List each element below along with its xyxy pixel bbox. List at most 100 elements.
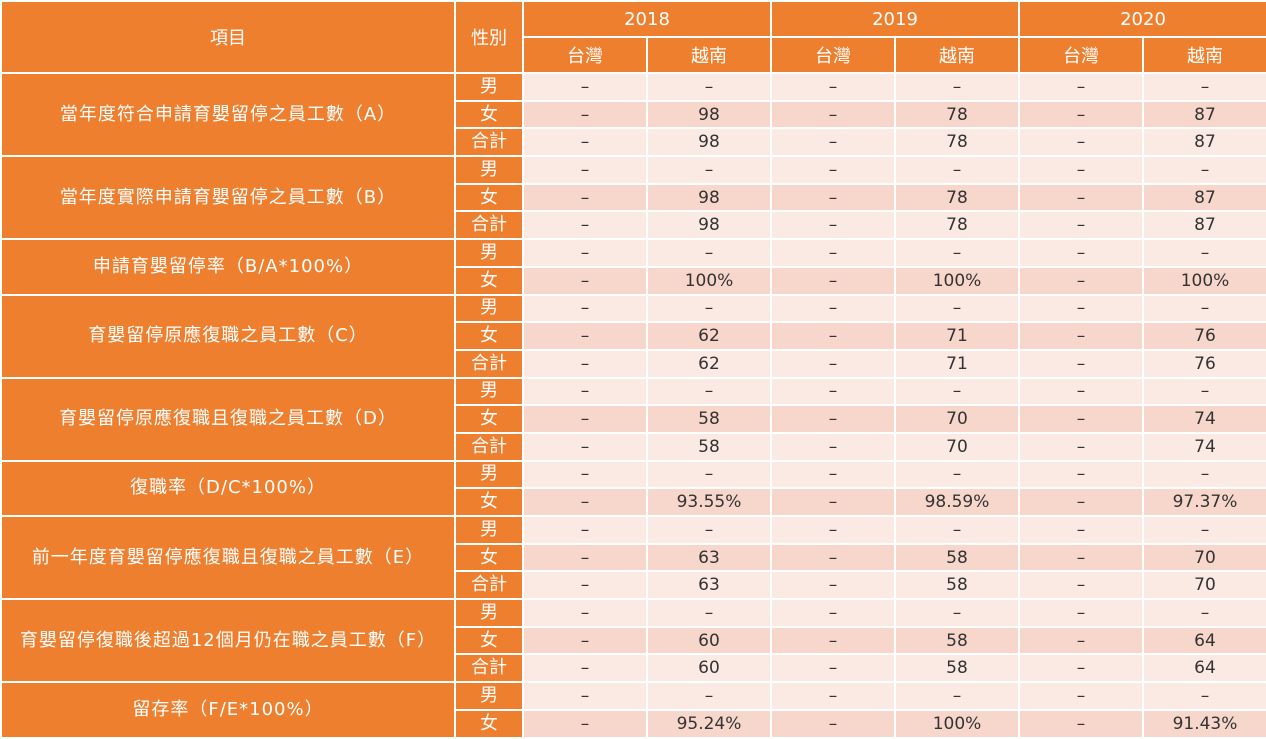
gender-cell: 男 bbox=[454, 155, 524, 185]
gender-cell: 男 bbox=[454, 515, 524, 545]
table-row: 當年度符合申請育嬰留停之員工數（A）男 – – – – – – bbox=[0, 71, 1266, 158]
value-cell: – bbox=[1018, 99, 1144, 130]
value-cell: – bbox=[522, 542, 648, 573]
header-region: 台灣 bbox=[522, 36, 648, 74]
header-year-2019: 2019 bbox=[770, 0, 1020, 38]
value-cell: – bbox=[894, 293, 1020, 324]
value-cell: 93.55% bbox=[646, 487, 772, 517]
gender-cell: 女 bbox=[454, 404, 524, 434]
value-cell: 63 bbox=[646, 570, 772, 601]
value-cell: 87 bbox=[1142, 210, 1266, 241]
table-row: 女 –63–58–70 bbox=[1, 542, 1266, 573]
value-cell: – bbox=[522, 155, 648, 185]
value-cell: – bbox=[646, 515, 772, 545]
row-group-label: 育嬰留停原應復職且復職之員工數（D） bbox=[0, 376, 456, 462]
value-cell: 78 bbox=[894, 127, 1020, 158]
value-cell: 60 bbox=[646, 653, 772, 684]
value-cell: – bbox=[522, 238, 648, 268]
value-cell: 62 bbox=[646, 348, 772, 379]
gender-cell: 男 bbox=[454, 681, 524, 711]
value-cell: – bbox=[770, 321, 896, 351]
value-cell: – bbox=[646, 459, 772, 490]
value-cell: – bbox=[1018, 708, 1144, 739]
value-cell: – bbox=[770, 570, 896, 601]
value-cell: – bbox=[1142, 459, 1266, 490]
value-cell: – bbox=[1018, 404, 1144, 434]
value-cell: – bbox=[770, 625, 896, 656]
value-cell: – bbox=[522, 431, 648, 462]
header-gender: 性別 bbox=[454, 0, 524, 74]
value-cell: – bbox=[1018, 265, 1144, 296]
value-cell: – bbox=[1018, 653, 1144, 684]
table-row: 前一年度育嬰留停應復職且復職之員工數（E）男 – – – – – – bbox=[0, 514, 1266, 601]
value-cell: 78 bbox=[894, 99, 1020, 130]
value-cell: – bbox=[522, 459, 648, 490]
value-cell: – bbox=[522, 681, 648, 711]
row-group-label: 育嬰留停復職後超過12個月仍在職之員工數（F） bbox=[0, 598, 456, 684]
value-cell: 58 bbox=[894, 542, 1020, 573]
table-row: 復職率（D/C*100%）男 – – – – – – bbox=[0, 459, 1266, 518]
value-cell: 70 bbox=[894, 404, 1020, 434]
value-cell: – bbox=[1018, 293, 1144, 324]
value-cell: – bbox=[522, 515, 648, 545]
value-cell: 64 bbox=[1142, 653, 1266, 684]
value-cell: – bbox=[770, 681, 896, 711]
value-cell: 58 bbox=[894, 653, 1020, 684]
value-cell: 58 bbox=[646, 431, 772, 462]
value-cell: – bbox=[646, 238, 772, 268]
header-region: 越南 bbox=[894, 36, 1020, 74]
value-cell: – bbox=[1142, 155, 1266, 185]
value-cell: – bbox=[522, 321, 648, 351]
value-cell: – bbox=[894, 376, 1020, 407]
table-row: 合計 –60–58–64 bbox=[1, 653, 1266, 684]
value-cell: 58 bbox=[646, 404, 772, 434]
value-cell: – bbox=[770, 487, 896, 517]
value-cell: – bbox=[522, 210, 648, 241]
value-cell: – bbox=[894, 598, 1020, 628]
gender-cell: 合計 bbox=[454, 348, 524, 379]
value-cell: – bbox=[522, 182, 648, 213]
table-row: 女 –60–58–64 bbox=[1, 625, 1266, 656]
value-cell: 71 bbox=[894, 348, 1020, 379]
value-cell: 98 bbox=[646, 182, 772, 213]
value-cell: 71 bbox=[894, 321, 1020, 351]
value-cell: 76 bbox=[1142, 321, 1266, 351]
table-row: 合計 –62–71–76 bbox=[1, 348, 1266, 379]
value-cell: – bbox=[646, 155, 772, 185]
value-cell: – bbox=[894, 459, 1020, 490]
value-cell: – bbox=[770, 708, 896, 739]
value-cell: 98 bbox=[646, 99, 772, 130]
value-cell: – bbox=[1018, 598, 1144, 628]
value-cell: – bbox=[522, 265, 648, 296]
value-cell: – bbox=[522, 487, 648, 517]
header-region: 台灣 bbox=[770, 36, 896, 74]
value-cell: – bbox=[770, 155, 896, 185]
value-cell: – bbox=[646, 293, 772, 324]
table-row: 當年度實際申請育嬰留停之員工數（B）男 – – – – – – bbox=[0, 155, 1266, 241]
value-cell: – bbox=[770, 99, 896, 130]
value-cell: 74 bbox=[1142, 431, 1266, 462]
gender-cell: 女 bbox=[454, 182, 524, 213]
value-cell: – bbox=[770, 265, 896, 296]
value-cell: – bbox=[522, 293, 648, 324]
value-cell: – bbox=[770, 210, 896, 241]
gender-cell: 女 bbox=[454, 487, 524, 517]
value-cell: – bbox=[522, 127, 648, 158]
table-row: 合計 –63–58–70 bbox=[1, 570, 1266, 601]
value-cell: – bbox=[770, 72, 896, 102]
value-cell: – bbox=[1142, 598, 1266, 628]
value-cell: 87 bbox=[1142, 182, 1266, 213]
gender-cell: 女 bbox=[454, 99, 524, 130]
value-cell: – bbox=[770, 293, 896, 324]
value-cell: 95.24% bbox=[646, 708, 772, 739]
row-group-label: 前一年度育嬰留停應復職且復職之員工數（E） bbox=[0, 514, 456, 601]
value-cell: 98.59% bbox=[894, 487, 1020, 517]
value-cell: 63 bbox=[646, 542, 772, 573]
table-row: 育嬰留停復職後超過12個月仍在職之員工數（F）男 – – – – – – bbox=[0, 598, 1266, 684]
gender-cell: 合計 bbox=[454, 210, 524, 241]
value-cell: – bbox=[522, 625, 648, 656]
row-group-label: 申請育嬰留停率（B/A*100%） bbox=[0, 238, 456, 296]
value-cell: – bbox=[894, 155, 1020, 185]
value-cell: – bbox=[894, 681, 1020, 711]
value-cell: – bbox=[1018, 515, 1144, 545]
